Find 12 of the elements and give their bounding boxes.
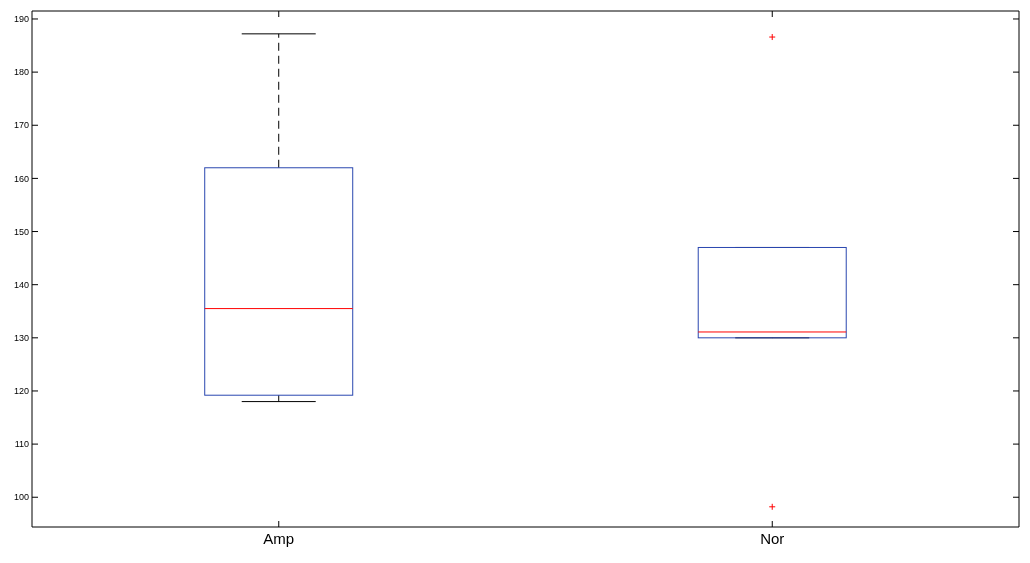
y-tick-label: 150: [13, 226, 29, 237]
y-tick-label: 140: [13, 279, 29, 290]
x-tick-label: Nor: [760, 529, 785, 547]
y-tick-label: 170: [13, 120, 29, 131]
y-tick-label: 180: [13, 67, 29, 78]
y-tick-label: 130: [13, 333, 29, 344]
y-tick-label: 110: [14, 439, 29, 450]
y-tick-label: 160: [13, 173, 29, 184]
y-tick-label: 190: [13, 14, 29, 25]
y-tick-label: 100: [13, 492, 29, 503]
x-tick-label: Amp: [263, 529, 295, 547]
y-tick-label: 120: [13, 386, 29, 397]
